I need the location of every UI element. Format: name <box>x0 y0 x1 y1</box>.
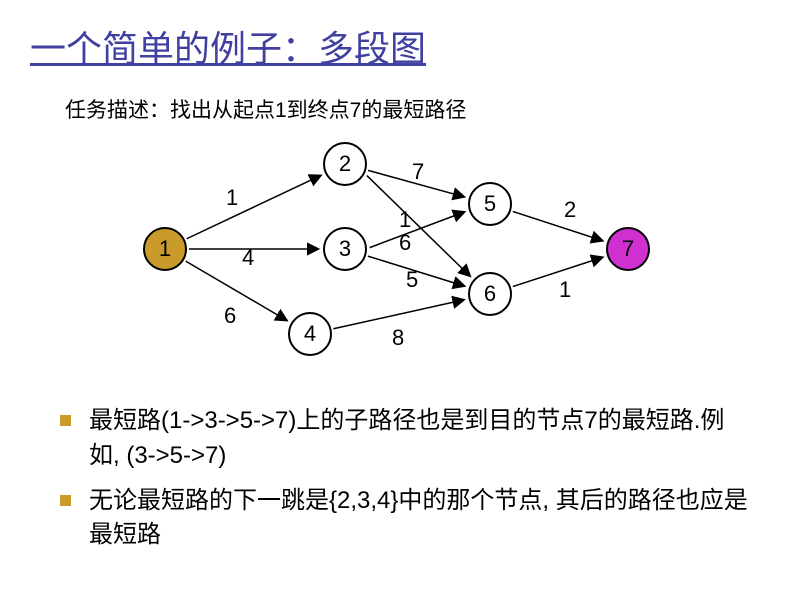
edge <box>513 257 603 286</box>
bullet-text: 最短路(1->3->5->7)上的子路径也是到目的节点7的最短路.例如, (3-… <box>89 404 750 474</box>
graph-node-6: 6 <box>468 272 512 316</box>
edge-weight: 1 <box>226 185 238 211</box>
edge <box>370 212 465 248</box>
edge-weight: 6 <box>224 303 236 329</box>
list-item: 无论最短路的下一跳是{2,3,4}中的那个节点, 其后的路径也应是最短路 <box>60 484 750 554</box>
graph-node-7: 7 <box>606 227 650 271</box>
graph-node-1: 1 <box>143 227 187 271</box>
page-title: 一个简单的例子：多段图 <box>0 0 800 72</box>
task-description: 任务描述：找出从起点1到终点7的最短路径 <box>0 72 800 124</box>
bullet-text: 无论最短路的下一跳是{2,3,4}中的那个节点, 其后的路径也应是最短路 <box>89 484 750 554</box>
graph-node-3: 3 <box>323 227 367 271</box>
bullet-icon <box>60 415 71 426</box>
graph-node-4: 4 <box>288 312 332 356</box>
edge-weight: 5 <box>406 267 418 293</box>
bullet-icon <box>60 495 71 506</box>
graph-node-5: 5 <box>468 182 512 226</box>
edge <box>513 211 603 240</box>
edge-weight: 4 <box>242 245 254 271</box>
list-item: 最短路(1->3->5->7)上的子路径也是到目的节点7的最短路.例如, (3-… <box>60 404 750 474</box>
graph-node-2: 2 <box>323 142 367 186</box>
edge-weight: 6 <box>399 230 411 256</box>
edge-weight: 2 <box>564 197 576 223</box>
multistage-graph: 14671658211234567 <box>0 129 800 389</box>
edge-weight: 1 <box>559 277 571 303</box>
edge-weight: 8 <box>392 325 404 351</box>
bullet-list: 最短路(1->3->5->7)上的子路径也是到目的节点7的最短路.例如, (3-… <box>0 389 800 553</box>
edge <box>187 176 321 239</box>
edge-weight: 7 <box>412 159 424 185</box>
